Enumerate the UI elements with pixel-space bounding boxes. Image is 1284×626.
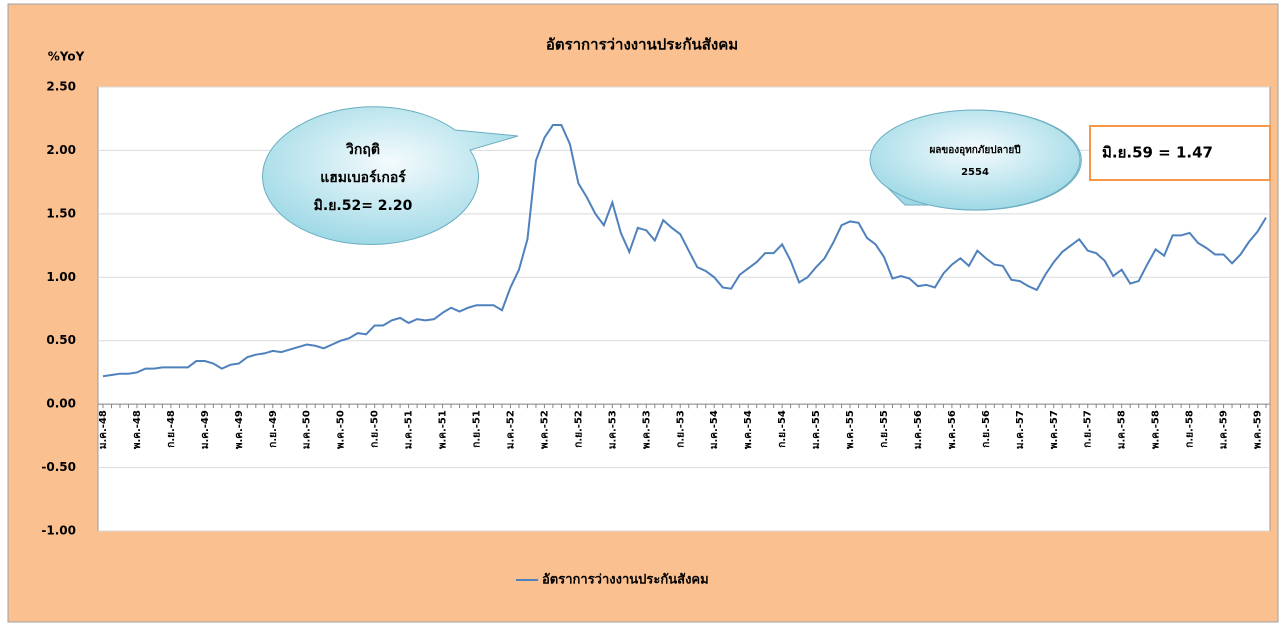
x-tick-label: ก.ย.-48	[166, 410, 177, 448]
x-tick-label: พ.ค.-58	[1151, 410, 1162, 449]
x-tick-label: ม.ค.-56	[913, 410, 924, 449]
chart-title: อัตราการว่างงานประกันสังคม	[546, 36, 738, 54]
x-tick-label: ม.ค.-52	[505, 410, 516, 449]
x-tick-label: พ.ค.-53	[641, 410, 652, 449]
annotation: วิกฤติ	[345, 142, 380, 158]
x-tick-label: พ.ค.-56	[947, 410, 958, 449]
series-line	[102, 124, 1267, 378]
x-tick-label: พ.ค.-50	[336, 410, 347, 449]
x-tick-label: ก.ย.-50	[370, 410, 381, 448]
x-tick-label: พ.ค.-48	[132, 410, 143, 449]
x-tick-label: ก.ย.-56	[981, 410, 992, 448]
y-tick-label: 0.50	[46, 333, 76, 347]
x-tick-label: ม.ค.-54	[709, 410, 720, 449]
x-tick-label: ม.ค.-50	[302, 410, 313, 449]
x-tick-label: ก.ย.-52	[573, 410, 584, 448]
x-tick-label: พ.ค.-57	[1049, 410, 1060, 449]
y-tick-label: -1.00	[41, 524, 76, 538]
x-tick-label: ก.ย.-53	[675, 410, 686, 448]
x-tick-label: ก.ย.-55	[879, 410, 890, 448]
x-tick-label: พ.ค.-54	[743, 410, 754, 449]
x-tick-label: ม.ค.-57	[1015, 410, 1026, 449]
x-tick-label: ก.ย.-51	[472, 410, 483, 448]
x-tick-label: ก.ย.-57	[1083, 410, 1094, 448]
y-tick-label: 2.00	[46, 143, 76, 157]
x-tick-label: ม.ค.-48	[98, 410, 109, 449]
y-axis-label: %YoY	[48, 50, 85, 64]
callout-bubble	[869, 109, 1081, 211]
annotation: มิ.ย.52= 2.20	[314, 198, 413, 214]
y-tick-label: 2.50	[46, 80, 76, 94]
x-tick-label: พ.ค.-51	[438, 410, 449, 449]
x-tick-label: ม.ค.-49	[200, 410, 211, 449]
annotation: มิ.ย.59 = 1.47	[1102, 144, 1213, 162]
y-tick-label: -0.50	[41, 460, 76, 474]
y-tick-label: 0.00	[46, 397, 76, 411]
x-tick-label: ก.ย.-58	[1185, 410, 1196, 448]
y-tick-label: 1.50	[46, 206, 76, 220]
series	[102, 124, 1267, 378]
x-tick-label: ม.ค.-53	[607, 410, 618, 449]
legend-label: อัตราการว่างงานประกันสังคม	[542, 573, 709, 588]
y-tick-label: 1.00	[46, 270, 76, 284]
x-tick-label: พ.ค.-49	[234, 410, 245, 449]
x-tick-label: ม.ค.-55	[811, 410, 822, 449]
callout-bubble	[262, 106, 519, 245]
x-tick-label: พ.ค.-59	[1253, 410, 1264, 449]
x-tick-label: ม.ค.-58	[1117, 410, 1128, 449]
x-tick-label: ม.ค.-51	[404, 410, 415, 449]
x-tick-label: พ.ค.-52	[539, 410, 550, 449]
x-tick-label: พ.ค.-55	[845, 410, 856, 449]
x-tick-label: ก.ย.-49	[268, 410, 279, 448]
annotation: แฮมเบอร์เกอร์	[320, 169, 406, 186]
annotation: ผลของอุทกภัยปลายปี	[929, 144, 1020, 156]
annotation: 2554	[961, 167, 989, 178]
value-box	[1089, 125, 1271, 181]
x-tick-label: ม.ค.-59	[1219, 410, 1230, 449]
x-tick-label: ก.ย.-54	[777, 410, 788, 448]
